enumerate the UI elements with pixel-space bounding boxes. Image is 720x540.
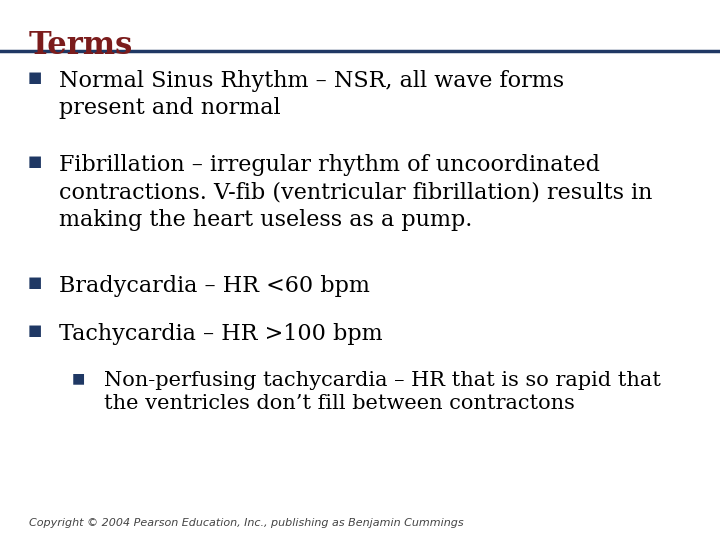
Text: ■: ■ xyxy=(72,371,86,385)
Text: Normal Sinus Rhythm – NSR, all wave forms
present and normal: Normal Sinus Rhythm – NSR, all wave form… xyxy=(59,70,564,119)
Text: Terms: Terms xyxy=(29,30,133,60)
Text: ■: ■ xyxy=(27,323,42,338)
Text: ■: ■ xyxy=(27,154,42,170)
Text: ■: ■ xyxy=(27,70,42,85)
Text: Tachycardia – HR >100 bpm: Tachycardia – HR >100 bpm xyxy=(59,323,382,345)
Text: Copyright © 2004 Pearson Education, Inc., publishing as Benjamin Cummings: Copyright © 2004 Pearson Education, Inc.… xyxy=(29,518,464,528)
Text: Bradycardia – HR <60 bpm: Bradycardia – HR <60 bpm xyxy=(59,275,370,297)
Text: Fibrillation – irregular rhythm of uncoordinated
contractions. V-fib (ventricula: Fibrillation – irregular rhythm of uncoo… xyxy=(59,154,652,231)
Text: ■: ■ xyxy=(27,275,42,290)
Text: Non-perfusing tachycardia – HR that is so rapid that
the ventricles don’t fill b: Non-perfusing tachycardia – HR that is s… xyxy=(104,371,661,414)
